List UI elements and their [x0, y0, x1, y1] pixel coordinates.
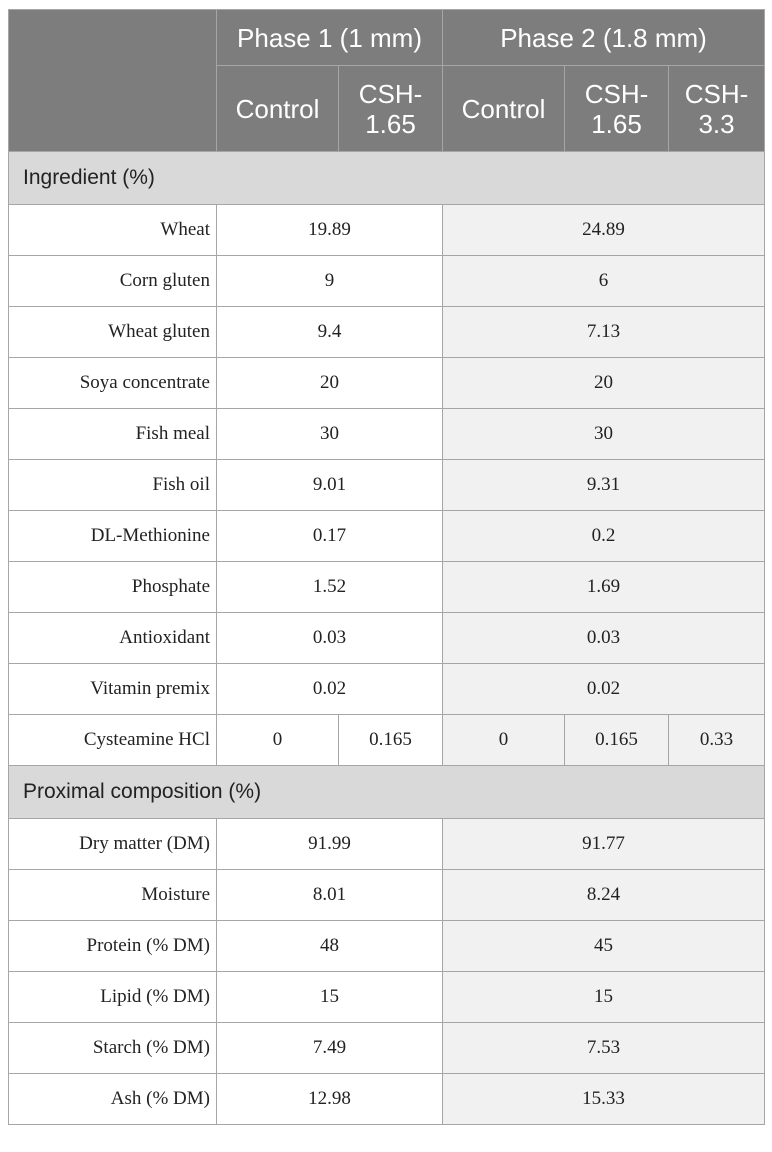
row-label: Wheat [8, 204, 217, 256]
row-label: Starch (% DM) [8, 1022, 217, 1074]
phase1-value: 0.03 [215, 612, 444, 664]
section-proximal: Proximal composition (%) [7, 765, 766, 819]
row-label: Corn gluten [8, 255, 217, 307]
phase2-value: 8.24 [442, 869, 766, 921]
row-label: DL-Methionine [8, 510, 217, 562]
row-label: Antioxidant [8, 612, 217, 664]
row-label: Fish oil [8, 459, 217, 511]
row-label: Soya concentrate [8, 357, 217, 409]
table-row: Protein (% DM) 48 45 [8, 920, 766, 972]
phase1-value: 12.98 [215, 1073, 444, 1125]
phase2-value: 0.2 [442, 510, 766, 562]
phase1-value: 1.52 [215, 561, 444, 613]
phase1-value: 9.01 [215, 459, 444, 511]
phase2-value: 15.33 [442, 1073, 766, 1125]
table-row: Soya concentrate 20 20 [8, 357, 766, 409]
phase2-value: 30 [442, 408, 766, 460]
phase2-value: 7.53 [442, 1022, 766, 1074]
p2-csh165-value: 0.165 [564, 714, 670, 766]
phase1-value: 7.49 [215, 1022, 444, 1074]
row-label: Ash (% DM) [8, 1073, 217, 1125]
table-row: Ash (% DM) 12.98 15.33 [8, 1073, 766, 1125]
phase1-value: 9 [215, 255, 444, 307]
phase1-value: 0.02 [215, 663, 444, 715]
phase1-value: 0.17 [215, 510, 444, 562]
header-row-diets: Control CSH- 1.65 Control CSH- 1.65 CSH-… [9, 65, 766, 152]
p2-control-value: 0 [442, 714, 566, 766]
row-label: Fish meal [8, 408, 217, 460]
phase2-value: 0.02 [442, 663, 766, 715]
phase2-value: 15 [442, 971, 766, 1023]
phase1-value: 8.01 [215, 869, 444, 921]
p2-csh33-value: 0.33 [668, 714, 766, 766]
header-p2-control: Control [442, 65, 566, 152]
phase2-value: 7.13 [442, 306, 766, 358]
table-row: Phosphate 1.52 1.69 [8, 561, 766, 613]
phase2-value: 0.03 [442, 612, 766, 664]
phase1-value: 20 [215, 357, 444, 409]
header-p2-csh165: CSH- 1.65 [564, 65, 670, 152]
phase1-value: 19.89 [215, 204, 444, 256]
header-p1-control: Control [216, 65, 339, 152]
phase1-value: 48 [215, 920, 444, 972]
phase2-value: 9.31 [442, 459, 766, 511]
table-row: Corn gluten 9 6 [8, 255, 766, 307]
phase2-value: 1.69 [442, 561, 766, 613]
section-ingredient: Ingredient (%) [7, 151, 766, 205]
diet-composition-table: Phase 1 (1 mm) Phase 2 (1.8 mm) Control … [7, 9, 766, 1125]
table-row: Fish oil 9.01 9.31 [8, 459, 766, 511]
table-row: Dry matter (DM) 91.99 91.77 [8, 818, 766, 870]
row-label: Moisture [8, 869, 217, 921]
row-label: Wheat gluten [8, 306, 217, 358]
phase1-value: 15 [215, 971, 444, 1023]
phase1-value: 91.99 [215, 818, 444, 870]
header-p2-csh33: CSH- 3.3 [668, 65, 766, 152]
phase2-value: 24.89 [442, 204, 766, 256]
row-label: Cysteamine HCl [8, 714, 217, 766]
section-proximal-row: Proximal composition (%) [7, 765, 766, 819]
phase2-value: 6 [442, 255, 766, 307]
table-row: Moisture 8.01 8.24 [8, 869, 766, 921]
row-label: Lipid (% DM) [8, 971, 217, 1023]
phase1-value: 30 [215, 408, 444, 460]
row-label: Vitamin premix [8, 663, 217, 715]
header-corner [8, 9, 217, 152]
section-ingredient-row: Ingredient (%) [7, 151, 766, 205]
p1-csh165-value: 0.165 [337, 714, 444, 766]
table-row: Antioxidant 0.03 0.03 [8, 612, 766, 664]
table-row: DL-Methionine 0.17 0.2 [8, 510, 766, 562]
cysteamine-row: Cysteamine HCl 0 0.165 0 0.165 0.33 [8, 714, 766, 766]
table-row: Starch (% DM) 7.49 7.53 [8, 1022, 766, 1074]
header-p1-csh165: CSH- 1.65 [337, 65, 444, 152]
header-phase1: Phase 1 (1 mm) [215, 9, 444, 66]
table-row: Fish meal 30 30 [8, 408, 766, 460]
table-row: Vitamin premix 0.02 0.02 [8, 663, 766, 715]
phase2-value: 20 [442, 357, 766, 409]
header-row-phases: Phase 1 (1 mm) Phase 2 (1.8 mm) [8, 9, 766, 152]
row-label: Phosphate [8, 561, 217, 613]
row-label: Dry matter (DM) [8, 818, 217, 870]
row-label: Protein (% DM) [8, 920, 217, 972]
header-phase2: Phase 2 (1.8 mm) [442, 9, 766, 66]
phase1-value: 9.4 [215, 306, 444, 358]
phase2-value: 91.77 [442, 818, 766, 870]
p1-control-value: 0 [216, 714, 339, 766]
table-row: Wheat gluten 9.4 7.13 [8, 306, 766, 358]
table-row: Wheat 19.89 24.89 [8, 204, 766, 256]
table-row: Lipid (% DM) 15 15 [8, 971, 766, 1023]
phase2-value: 45 [442, 920, 766, 972]
